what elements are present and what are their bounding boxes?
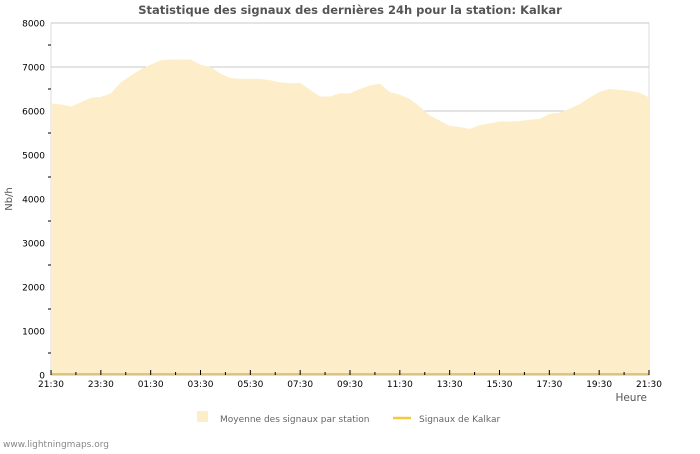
y-tick-label: 4000: [22, 196, 45, 206]
y-tick-label: 0: [39, 372, 45, 382]
x-tick-label: 21:30: [636, 380, 662, 390]
footer-credit[interactable]: www.lightningmaps.org: [3, 440, 109, 450]
legend-label-kalkar: Signaux de Kalkar: [419, 415, 500, 425]
y-tick-label: 1000: [22, 328, 45, 338]
y-tick-label: 6000: [22, 108, 45, 118]
x-tick-label: 05:30: [237, 380, 263, 390]
y-tick-label: 5000: [22, 152, 45, 162]
x-tick-label: 03:30: [188, 380, 214, 390]
x-tick-label: 01:30: [138, 380, 164, 390]
y-tick-label: 3000: [22, 240, 45, 250]
series-average-area: [51, 59, 649, 376]
x-tick-label: 17:30: [536, 380, 562, 390]
y-axis-label: Nb/h: [4, 187, 15, 211]
x-tick-label: 23:30: [88, 380, 114, 390]
legend-label-average: Moyenne des signaux par station: [220, 415, 370, 425]
y-tick-label: 8000: [22, 20, 45, 30]
x-tick-label: 19:30: [586, 380, 612, 390]
x-tick-label: 15:30: [487, 380, 513, 390]
y-tick-label: 7000: [22, 64, 45, 74]
y-tick-label: 2000: [22, 284, 45, 294]
legend-swatch-average: [197, 411, 208, 422]
x-tick-label: 11:30: [387, 380, 413, 390]
x-tick-label: 13:30: [437, 380, 463, 390]
x-tick-label: 07:30: [287, 380, 313, 390]
x-tick-label: 09:30: [337, 380, 363, 390]
x-tick-label: 21:30: [38, 380, 64, 390]
x-axis-label: Heure: [615, 392, 647, 404]
chart-title: Statistique des signaux des dernières 24…: [138, 3, 562, 17]
